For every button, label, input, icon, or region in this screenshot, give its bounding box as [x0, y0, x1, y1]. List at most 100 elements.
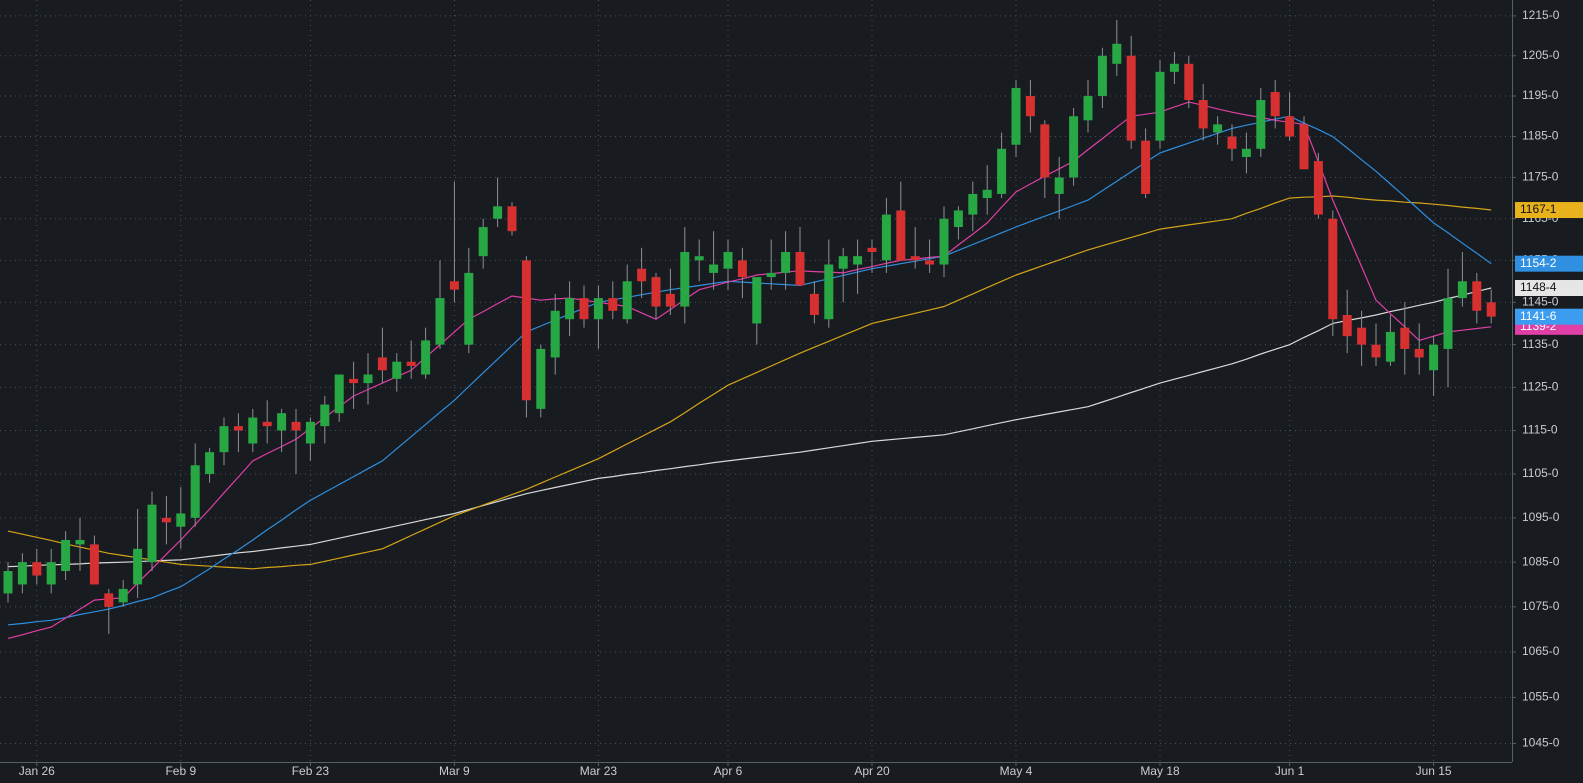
y-tick-label: 1055-0: [1522, 690, 1560, 704]
y-tick-label: 1095-0: [1522, 510, 1560, 524]
candle-body: [1198, 100, 1208, 129]
candle-body: [421, 340, 431, 375]
candle-body: [118, 588, 128, 603]
price-badge: [1515, 202, 1583, 219]
candle-body: [1112, 43, 1122, 64]
candle-body: [853, 256, 863, 265]
candle-body: [651, 277, 661, 307]
candle-body: [939, 218, 949, 265]
moving-average-line: [7, 287, 1492, 568]
candle-body: [565, 298, 575, 320]
candle-body: [910, 256, 920, 261]
candle-body: [349, 378, 359, 384]
candle-body: [1486, 302, 1496, 317]
candle-body: [1385, 331, 1395, 362]
candle-body: [795, 251, 805, 286]
candle-body: [176, 513, 186, 527]
y-tick-label: 1085-0: [1522, 554, 1560, 568]
candle-body: [536, 348, 546, 409]
candle-body: [248, 417, 258, 444]
candle-body: [392, 361, 402, 379]
candle-body: [1011, 87, 1021, 145]
moving-average-line: [7, 115, 1492, 626]
x-tick-label: Apr 6: [714, 764, 743, 778]
candle-body: [1054, 177, 1064, 194]
price-badge: [1515, 308, 1583, 325]
y-tick-label: 1175-0: [1522, 170, 1559, 184]
candle-body: [925, 260, 935, 265]
candle-body: [1270, 91, 1280, 117]
candle-body: [709, 264, 719, 273]
y-tick-label: 1205-0: [1522, 48, 1560, 62]
candle-body: [593, 298, 603, 320]
candle-body: [694, 256, 704, 261]
x-tick-label: Feb 9: [165, 764, 196, 778]
x-tick-label: Apr 20: [854, 764, 890, 778]
y-tick-label: 1065-0: [1522, 644, 1560, 658]
y-tick-label: 1195-0: [1522, 88, 1559, 102]
x-tick-label: May 4: [1000, 764, 1033, 778]
candle-body: [493, 206, 503, 219]
candle-body: [1414, 348, 1424, 358]
candle-body: [881, 214, 891, 261]
price-badge-label: 1148-4: [1520, 280, 1557, 294]
candle-body: [1400, 327, 1410, 349]
candle-body: [1313, 161, 1323, 215]
candle-body: [809, 293, 819, 315]
y-tick-label: 1215-0: [1522, 8, 1560, 22]
candle-body: [1141, 140, 1151, 194]
candle-body: [478, 227, 488, 257]
candle-body: [305, 421, 315, 444]
price-badge-label: 1154-2: [1520, 256, 1557, 270]
candle-body: [449, 281, 459, 290]
candle-body: [1126, 55, 1136, 141]
candle-body: [579, 298, 589, 320]
candle-body: [320, 404, 330, 427]
candle-body: [1429, 344, 1439, 371]
candle-body: [507, 206, 517, 232]
y-tick-label: 1045-0: [1522, 736, 1560, 750]
y-tick-label: 1105-0: [1522, 466, 1559, 480]
candle-body: [968, 193, 978, 215]
y-tick-label: 1125-0: [1522, 380, 1559, 394]
x-tick-label: Jan 26: [19, 764, 55, 778]
candle-body: [1040, 124, 1050, 178]
candle-body: [233, 426, 243, 431]
candle-body: [363, 374, 373, 384]
candle-body: [622, 281, 632, 320]
y-tick-label: 1185-0: [1522, 129, 1559, 143]
candle-body: [464, 272, 474, 345]
y-tick-label: 1135-0: [1522, 337, 1559, 351]
candle-body: [665, 293, 675, 307]
candle-body: [982, 189, 992, 199]
candle-body: [61, 539, 71, 572]
candle-body: [1169, 63, 1179, 72]
candle-body: [1443, 298, 1453, 349]
candle-body: [334, 374, 344, 414]
y-tick-label: 1145-0: [1522, 294, 1559, 308]
x-tick-label: Jun 1: [1275, 764, 1305, 778]
candle-body: [89, 544, 99, 585]
candle-body: [608, 298, 618, 311]
candle-body: [1227, 136, 1237, 149]
candle-body: [1213, 124, 1223, 133]
candle-body: [1069, 116, 1079, 178]
candle-body: [1241, 148, 1251, 157]
candle-body: [406, 361, 416, 366]
candle-body: [824, 264, 834, 320]
price-badge-label: 1167-1: [1520, 202, 1557, 216]
candle-body: [1457, 281, 1467, 299]
y-tick-label: 1115-0: [1522, 423, 1558, 437]
candle-body: [277, 413, 287, 431]
candle-body: [953, 210, 963, 228]
candle-body: [1357, 327, 1367, 345]
candle-body: [550, 310, 560, 358]
candle-body: [637, 268, 647, 282]
x-tick-label: May 18: [1140, 764, 1180, 778]
candle-body: [1025, 95, 1035, 117]
price-badge: [1515, 280, 1583, 297]
candle-body: [1342, 314, 1352, 337]
candle-body: [75, 539, 85, 545]
